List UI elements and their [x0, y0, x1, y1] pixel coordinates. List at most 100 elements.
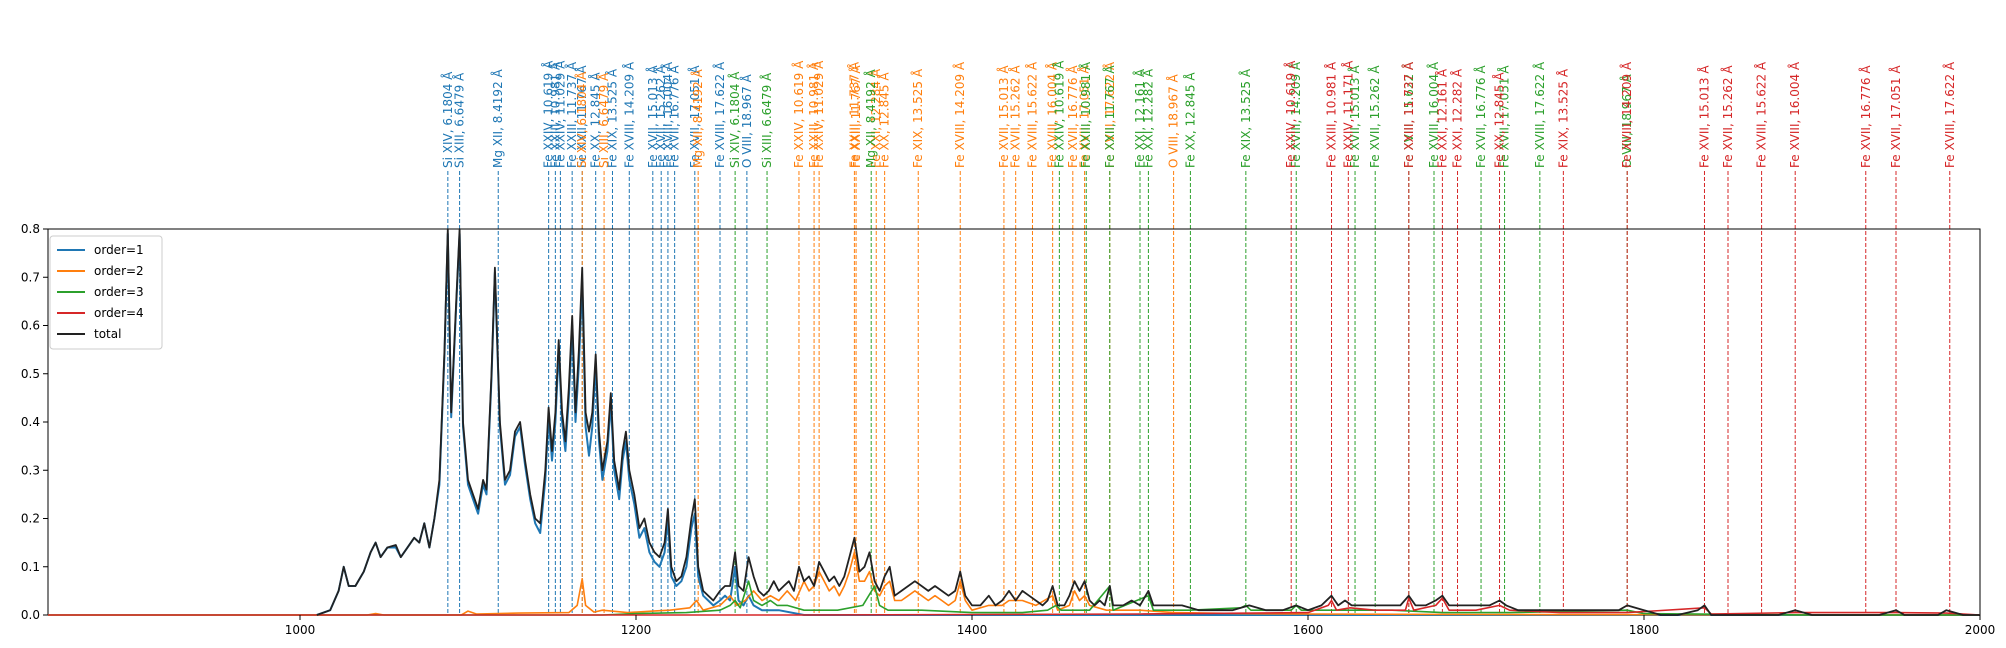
annotation-label: Fe XXI, 12.284 Å: [868, 68, 883, 168]
annotation-label: Fe XXIV, 10.619 Å: [1051, 60, 1066, 168]
legend: order=1 order=2 order=3 order=4 total: [49, 235, 163, 350]
annotation-label: Fe XXIV, 10.619 Å: [791, 60, 806, 168]
annotation-label: Fe XVIII, 17.622 Å: [1532, 61, 1547, 168]
series-line-total: [316, 228, 1980, 616]
annotation-label: Fe XX, 12.845 Å: [1182, 72, 1197, 168]
annotation-label: Si XIII, 6.6479 Å: [596, 72, 611, 168]
annotation-label: Fe XXI, 12.161 Å: [1434, 68, 1449, 168]
annotation-label: Fe XXIV, 10.619 Å: [541, 60, 556, 168]
annotation-label: Fe XVII, 17.051 Å: [687, 65, 702, 168]
annotation-label: Fe XVIII, 15.622 Å: [1401, 61, 1416, 168]
annotation-label: Fe XVII, 16.776 Å: [1473, 65, 1488, 168]
y-axis: 0.0 0.1 0.2 0.3 0.4 0.5 0.6 0.7 0.8: [21, 222, 48, 622]
annotation-label: Fe XVIII, 16.004 Å: [1787, 61, 1802, 168]
y-tick-label: 0.5: [21, 367, 40, 381]
annotation-label: Fe XXIV, 11.171 Å: [1340, 60, 1355, 168]
annotation-label: O VIII, 18.967 Å: [1166, 73, 1181, 168]
legend-label: order=4: [94, 306, 144, 320]
annotation-label: O VIII, 18.967 Å: [1619, 73, 1634, 168]
annotation-label: Fe XXI, 12.282 Å: [1140, 68, 1155, 168]
annotation-label: Fe XVII, 15.013 Å: [1696, 65, 1711, 168]
series-line-order2: [48, 551, 1981, 616]
legend-label: total: [94, 327, 121, 341]
annotation-label: Fe XXII, 11.767 Å: [848, 65, 863, 168]
annotation-label: Fe XXIII, 10.981 Å: [547, 61, 562, 168]
annotation-label: Fe XVII, 15.262 Å: [1008, 65, 1023, 168]
annotation-label: Fe XVIII, 14.209 Å: [952, 61, 967, 168]
x-tick-label: 1200: [621, 623, 652, 637]
annotation-label: Fe XXIII, 10.981 Å: [1078, 61, 1093, 168]
y-tick-label: 0.8: [21, 222, 40, 236]
annotation-label: Fe XXII, 11.767 Å: [574, 65, 589, 168]
annotation-label: Fe XIX, 13.525 Å: [1555, 68, 1570, 168]
annotation-label: Fe XVIII, 15.622 Å: [1754, 61, 1769, 168]
legend-label: order=3: [94, 285, 144, 299]
annotation-label: Mg XII, 8.4192 Å: [863, 68, 878, 168]
legend-box: [49, 235, 163, 350]
annotation-label: Fe XXI, 12.282 Å: [1450, 68, 1465, 168]
annotation-label: Fe XXIII, 10.981 Å: [806, 61, 821, 168]
series-group: [48, 228, 1981, 616]
plot-area: 1000 1200 1400 1600 1800 2000 0.0 0.1 0.2 0.3 0.4…: [21, 222, 1995, 637]
annotation-label: Si XIV, 6.1804 Å: [574, 71, 589, 168]
annotation-label: Fe XVIII, 17.622 Å: [1102, 61, 1117, 168]
annotation-label: Fe XXIII, 10.981 Å: [1324, 61, 1339, 168]
y-tick-label: 0.0: [21, 608, 40, 622]
x-tick-label: 1000: [285, 623, 316, 637]
annotation-label: Fe XX, 12.845 Å: [877, 72, 892, 168]
annotation-label: Fe XVII, 16.776 Å: [1065, 65, 1080, 168]
annotation-label: Si XIII, 6.6479 Å: [452, 72, 467, 168]
annotation-label: Fe XVIII, 14.209 Å: [621, 61, 636, 168]
y-tick-label: 0.4: [21, 415, 40, 429]
annotation-label: Fe XXI, 12.161 Å: [1132, 68, 1147, 168]
annotation-label: Fe XXIV, 10.619 Å: [1283, 60, 1298, 168]
annotation-label: Fe XIX, 13.525 Å: [604, 68, 619, 168]
annotation-label: Fe XVIII, 14.209 Å: [1619, 61, 1634, 168]
annotation-label: Fe XVII, 17.051 Å: [1888, 65, 1903, 168]
annotation-label: Fe XVII, 15.013 Å: [645, 65, 660, 168]
legend-label: order=1: [94, 243, 144, 257]
annotation-label: Fe XXII, 11.767 Å: [1102, 65, 1117, 168]
annotation-label: Fe XVII, 15.262 Å: [653, 65, 668, 168]
x-tick-label: 1400: [957, 623, 988, 637]
annotation-label: Si XIII, 6.6479 Å: [759, 72, 774, 168]
annotation-label: Fe XVII, 16.776 Å: [667, 65, 682, 168]
y-tick-label: 0.3: [21, 463, 40, 477]
annotation-label: Fe XVIII, 14.209 Å: [1288, 61, 1303, 168]
annotation-label: Fe XVIII, 17.622 Å: [712, 61, 727, 168]
annotation-label: Fe XXIII, 11.737 Å: [846, 61, 861, 168]
annotation-label: Fe XVII, 16.776 Å: [1858, 65, 1873, 168]
annotation-label: Si XIV, 6.1804 Å: [727, 71, 742, 168]
annotation-label: Fe XXIV, 11.029 Å: [552, 60, 567, 168]
x-axis: 1000 1200 1400 1600 1800 2000: [285, 615, 1996, 637]
annotation-label: Fe XXIII, 11.737 Å: [564, 61, 579, 168]
x-tick-label: 2000: [1965, 623, 1996, 637]
annotation-label: Fe XVIII, 16.004 Å: [1426, 61, 1441, 168]
annotation-label: Fe XVIII, 16.004 Å: [1045, 61, 1060, 168]
annotation-label: Fe XVIII, 17.622 Å: [1942, 61, 1957, 168]
x-tick-label: 1800: [1629, 623, 1660, 637]
annotation-label: Fe XVII, 17.051 Å: [1497, 65, 1512, 168]
annotation-label: Si XIV, 6.1804 Å: [440, 71, 455, 168]
annotation-label: Fe XVIII, 16.004 Å: [660, 61, 675, 168]
annotation-label: Mg XII, 8.4192 Å: [690, 68, 705, 168]
annotation-label: Fe XX, 12.845 Å: [588, 72, 603, 168]
y-tick-label: 0.6: [21, 319, 40, 333]
annotation-label: Fe XXIII, 11.737 Å: [1401, 61, 1416, 168]
annotation-label: Fe XVII, 17.051 Å: [1077, 65, 1092, 168]
annotation-label: O VIII, 18.967 Å: [739, 73, 754, 168]
annotation-label: Fe XVII, 15.013 Å: [1347, 65, 1362, 168]
y-tick-label: 0.2: [21, 512, 40, 526]
line-annotations: Si XIV, 6.1804 ÅSi XIII, 6.6479 Å Mg XII,…: [440, 60, 1957, 615]
annotation-label: Fe XXIV, 11.029 Å: [811, 60, 826, 168]
annotation-label: Fe XVII, 15.262 Å: [1367, 65, 1382, 168]
annotation-label: Mg XII, 8.4192 Å: [490, 68, 505, 168]
annotation-label: Fe XVII, 15.013 Å: [996, 65, 1011, 168]
y-tick-label: 0.1: [21, 560, 40, 574]
annotation-label: Fe XIX, 13.525 Å: [910, 68, 925, 168]
series-line-order3: [48, 580, 1980, 616]
y-tick-label: 0.7: [21, 270, 40, 284]
annotation-label: Fe XIX, 13.525 Å: [1238, 68, 1253, 168]
